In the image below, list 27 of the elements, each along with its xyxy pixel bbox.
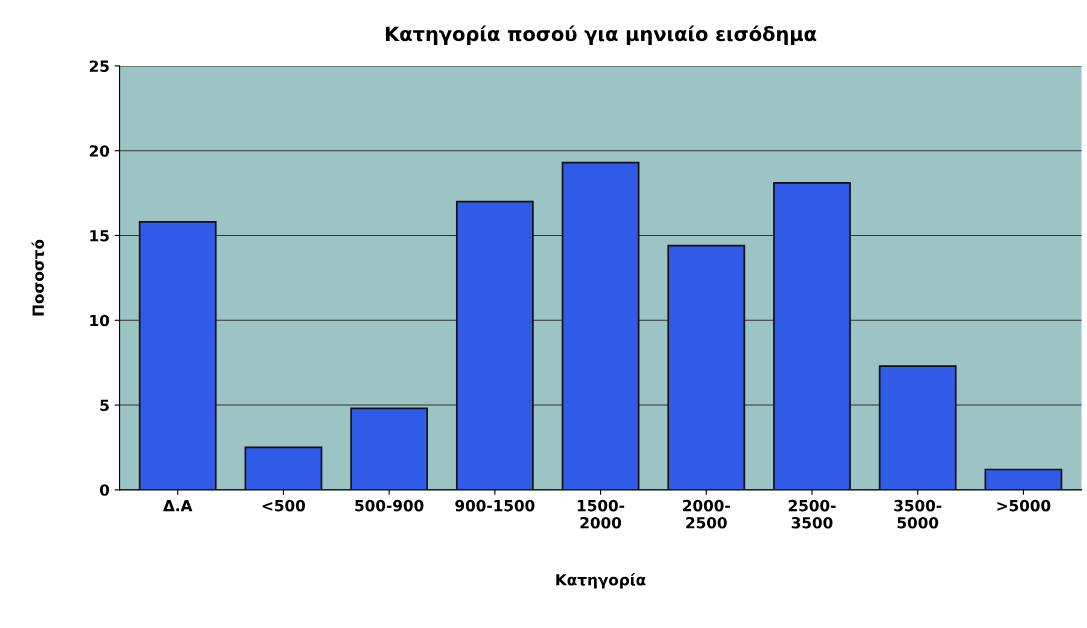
x-tick-label: 1500- 2000 [577,499,625,529]
x-tick-label: 500-900 [355,499,424,512]
y-tick-label: 10 [90,314,110,327]
x-tick-label: <500 [262,499,306,512]
x-tick-label: 3500- 5000 [894,499,942,529]
bar [878,365,957,490]
y-tick-label: 5 [100,399,109,412]
bar [667,244,746,490]
y-tick-label: 0 [99,484,110,496]
bar [984,468,1063,490]
x-axis-title: Κατηγορία [556,573,646,589]
x-tick-label: 2500- 3500 [788,499,836,529]
chart-title: Κατηγορία ποσού για μηνιαίο εισόδημα [385,25,817,46]
bar [561,161,640,490]
y-tick-label: 25 [89,60,109,72]
x-tick-label: 900-1500 [455,499,535,512]
x-tick-label: >5000 [997,499,1051,512]
bar [350,407,429,490]
y-tick-label: 15 [90,230,109,242]
y-axis-title: Ποσοστό [31,239,45,316]
bar [138,221,217,490]
x-tick-label: Δ.Α [163,500,193,512]
bar [773,182,851,490]
y-tick-label: 20 [89,145,110,157]
bar [455,200,534,490]
x-tick-label: 2000- 2500 [683,499,730,529]
bar [244,446,323,490]
